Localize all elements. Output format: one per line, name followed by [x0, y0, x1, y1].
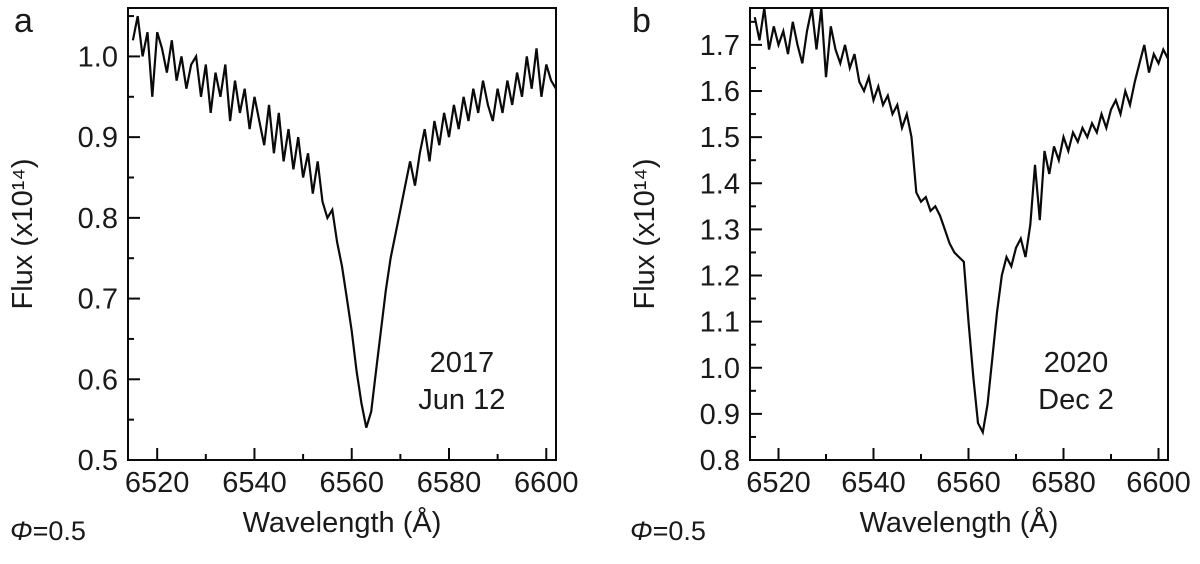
spectrum-chart-b: 6520 6540 6560 6580 6600 0.8 0.9 1.0 1.1 1.2 1.3 1.…	[629, 7, 1191, 539]
svg-text:Dec 2: Dec 2	[1038, 384, 1114, 416]
svg-text:1.0: 1.0	[700, 353, 740, 385]
svg-text:Flux (x10¹⁴): Flux (x10¹⁴)	[629, 158, 661, 309]
svg-text:0.5: 0.5	[78, 445, 118, 477]
svg-text:1.0: 1.0	[78, 41, 118, 73]
svg-text:6560: 6560	[319, 467, 384, 499]
svg-text:Wavelength (Å): Wavelength (Å)	[243, 506, 442, 539]
svg-text:Jun 12: Jun 12	[418, 384, 505, 416]
panel-b: b 6520 6540 6560 6580 6600 0.8 0.9 1.0 1.1 1.2 1.3…	[600, 0, 1200, 564]
panel-b-letter: b	[632, 2, 651, 40]
phase-label-b: Φ=0.5	[630, 516, 706, 547]
svg-text:0.8: 0.8	[700, 445, 740, 477]
svg-text:0.7: 0.7	[78, 284, 118, 316]
svg-text:6600: 6600	[1126, 467, 1191, 499]
svg-text:Wavelength (Å): Wavelength (Å)	[860, 506, 1059, 539]
svg-text:6560: 6560	[936, 467, 1001, 499]
svg-text:1.3: 1.3	[700, 214, 740, 246]
svg-text:1.6: 1.6	[700, 76, 740, 108]
svg-text:6540: 6540	[841, 467, 906, 499]
svg-text:6580: 6580	[417, 467, 482, 499]
svg-text:1.1: 1.1	[700, 307, 740, 339]
phase-label-a: Φ=0.5	[10, 516, 86, 547]
svg-text:2020: 2020	[1044, 347, 1109, 379]
spectrum-chart-a: 6520 6540 6560 6580 6600 0.5 0.6 0.7 0.8 0.9 1.0 Wa…	[7, 7, 579, 539]
svg-text:6520: 6520	[125, 467, 190, 499]
svg-text:6540: 6540	[222, 467, 287, 499]
svg-text:6520: 6520	[746, 467, 811, 499]
svg-text:0.9: 0.9	[78, 122, 118, 154]
svg-text:6600: 6600	[514, 467, 579, 499]
svg-text:0.8: 0.8	[78, 203, 118, 235]
svg-text:1.5: 1.5	[700, 122, 740, 154]
svg-text:Flux (x10¹⁴): Flux (x10¹⁴)	[7, 158, 39, 309]
svg-text:1.7: 1.7	[700, 30, 740, 62]
svg-text:0.9: 0.9	[700, 399, 740, 431]
svg-text:2017: 2017	[430, 347, 495, 379]
svg-text:6580: 6580	[1031, 467, 1096, 499]
svg-text:0.6: 0.6	[78, 364, 118, 396]
svg-text:1.4: 1.4	[700, 168, 740, 200]
phi-value: =0.5	[32, 516, 86, 546]
panel-a-letter: a	[14, 2, 33, 40]
phi-symbol: Φ	[10, 516, 33, 546]
phi-symbol: Φ	[630, 516, 653, 546]
svg-text:1.2: 1.2	[700, 261, 740, 293]
phi-value: =0.5	[652, 516, 706, 546]
panel-a: a 6520 6540 6560 6580 6600 0.5 0.6 0.7 0.8 0.9 1.0…	[7, 2, 579, 547]
